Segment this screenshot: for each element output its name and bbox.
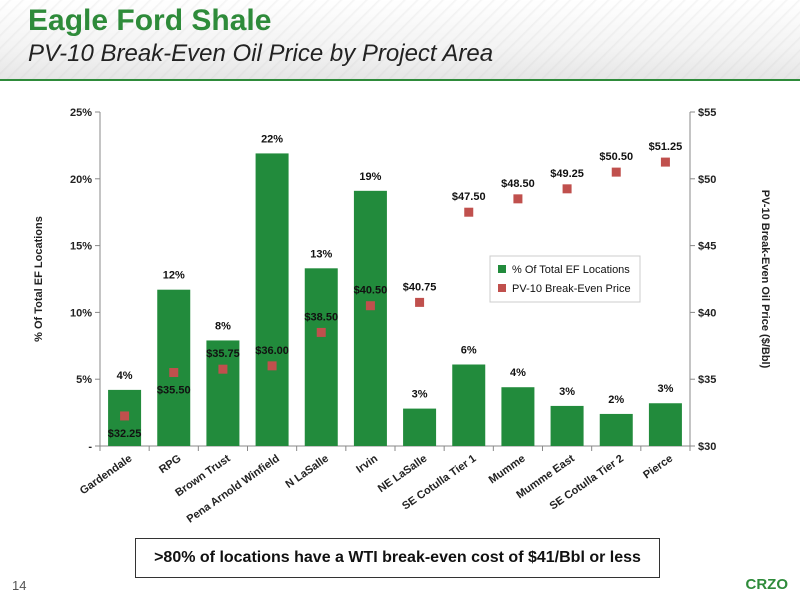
bar (304, 268, 338, 446)
bar-label: 2% (608, 394, 624, 406)
bar-label: 3% (657, 383, 673, 395)
bar (157, 289, 191, 446)
price-label: $47.50 (452, 191, 486, 203)
bar-label: 3% (412, 389, 428, 401)
legend-label-bar: % Of Total EF Locations (512, 264, 630, 276)
header-divider (0, 79, 800, 81)
category-label: Pierce (641, 453, 675, 482)
price-label: $40.75 (403, 281, 437, 293)
company-logo: CRZO (745, 576, 789, 593)
slide-subtitle: PV-10 Break-Even Oil Price by Project Ar… (28, 40, 494, 67)
left-tick-label: 20% (70, 174, 92, 186)
bar (255, 153, 289, 446)
price-marker (267, 361, 277, 371)
price-label: $36.00 (255, 345, 289, 357)
price-label: $32.25 (108, 428, 142, 440)
bar-label: 12% (163, 270, 185, 282)
price-marker (464, 207, 474, 217)
price-marker (562, 184, 572, 194)
left-tick-label: 25% (70, 107, 92, 119)
price-label: $38.50 (304, 311, 338, 323)
bar-label: 4% (117, 370, 133, 382)
price-marker (120, 411, 130, 421)
header-pattern (0, 0, 800, 80)
price-label: $50.50 (599, 151, 633, 163)
price-marker (169, 368, 179, 378)
bar-label: 22% (261, 133, 283, 145)
bar (501, 387, 535, 446)
category-label: Irvin (354, 452, 380, 475)
bar-label: 19% (359, 171, 381, 183)
price-label: $40.50 (354, 285, 388, 297)
bar-label: 4% (510, 367, 526, 379)
slide-header: Eagle Ford Shale PV-10 Break-Even Oil Pr… (0, 0, 800, 80)
category-label: N LaSalle (284, 453, 331, 491)
right-tick-label: $35 (698, 374, 716, 386)
right-tick-label: $50 (698, 174, 716, 186)
bar (206, 340, 240, 446)
price-marker (513, 194, 523, 204)
left-tick-label: 5% (76, 374, 92, 386)
bar (353, 190, 387, 446)
category-label: Pena Arnold Winfield (185, 453, 282, 526)
bar (648, 403, 682, 446)
bar-label: 13% (310, 248, 332, 260)
left-axis-title: % Of Total EF Locations (33, 216, 45, 342)
bar (403, 408, 437, 446)
category-label: Mumme (487, 453, 528, 487)
left-tick-label: - (88, 441, 92, 453)
price-marker (316, 327, 326, 337)
slide-title: Eagle Ford Shale (28, 4, 272, 37)
category-label: Gardendale (78, 453, 134, 498)
price-marker (611, 167, 621, 177)
right-tick-label: $30 (698, 441, 716, 453)
right-tick-label: $40 (698, 307, 716, 319)
legend-swatch-price (498, 284, 506, 292)
price-marker (365, 301, 375, 311)
bar-label: 3% (559, 386, 575, 398)
bar (599, 413, 633, 446)
bar (452, 364, 486, 446)
legend-swatch-bar (498, 265, 506, 273)
summary-callout: >80% of locations have a WTI break-even … (135, 538, 660, 578)
price-label: $51.25 (649, 141, 683, 153)
price-label: $35.75 (206, 348, 240, 360)
right-tick-label: $45 (698, 241, 716, 253)
category-label: RPG (157, 453, 183, 477)
price-label: $49.25 (550, 168, 584, 180)
legend-label-price: PV-10 Break-Even Price (512, 283, 631, 295)
price-label: $35.50 (157, 385, 191, 397)
legend-box (489, 255, 641, 303)
left-tick-label: 15% (70, 241, 92, 253)
price-marker (218, 364, 228, 374)
right-tick-label: $55 (698, 107, 716, 119)
price-marker (660, 157, 670, 167)
bar-label: 8% (215, 320, 231, 332)
page-number: 14 (12, 578, 27, 593)
price-marker (415, 297, 425, 307)
price-label: $48.50 (501, 178, 535, 190)
bar (550, 405, 584, 446)
break-even-chart: - 5% 10% 15% 20% 25% $30 $35 $40 $45 $50 $55 % Of To… (33, 107, 771, 526)
right-axis-title: PV-10 Break-Even Oil Price ($/Bbl) (759, 190, 771, 369)
left-tick-label: 10% (70, 307, 92, 319)
bar-label: 6% (461, 345, 477, 357)
